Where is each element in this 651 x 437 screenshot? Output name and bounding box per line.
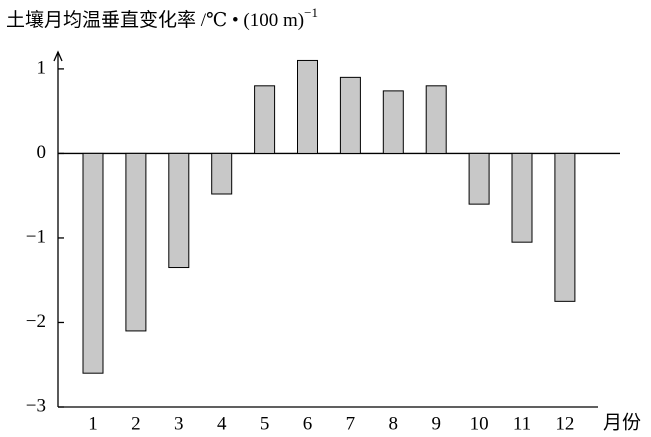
bar [511,152,533,243]
bar [168,152,190,269]
x-tick-label: 6 [303,413,313,434]
bar [125,152,147,332]
x-tick-label: 2 [131,413,141,434]
y-tick-label: −2 [26,311,46,332]
x-tick-label: 1 [88,413,98,434]
x-tick-label: 3 [174,413,184,434]
y-tick-label: −3 [26,395,46,416]
x-tick-label: 7 [346,413,356,434]
x-tick-label: 4 [217,413,227,434]
y-tick-label: 0 [37,142,47,163]
x-tick-label: 5 [260,413,270,434]
x-tick-label: 8 [389,413,399,434]
x-tick-label: 12 [555,413,574,434]
bar [425,85,447,154]
bar [254,85,276,154]
bar [211,152,233,195]
x-axis-label: 月份 [603,411,641,433]
bar [82,152,104,374]
bar [554,152,576,302]
title-superscript: −1 [304,5,318,20]
chart-title: 土壤月均温垂直变化率 /℃ • (100 m)−1 [6,5,318,31]
title-main: 土壤月均温垂直变化率 /℃ • (100 m) [6,9,304,31]
x-tick-label: 9 [431,413,441,434]
bar [339,76,361,154]
x-tick-label: 11 [513,413,531,434]
bar [468,152,490,205]
bar [297,59,318,154]
y-axis-arrow [53,50,63,62]
x-tick-label: 10 [470,413,489,434]
y-tick-label: −1 [26,226,46,247]
bar [382,90,404,154]
y-tick-label: 1 [37,57,47,78]
